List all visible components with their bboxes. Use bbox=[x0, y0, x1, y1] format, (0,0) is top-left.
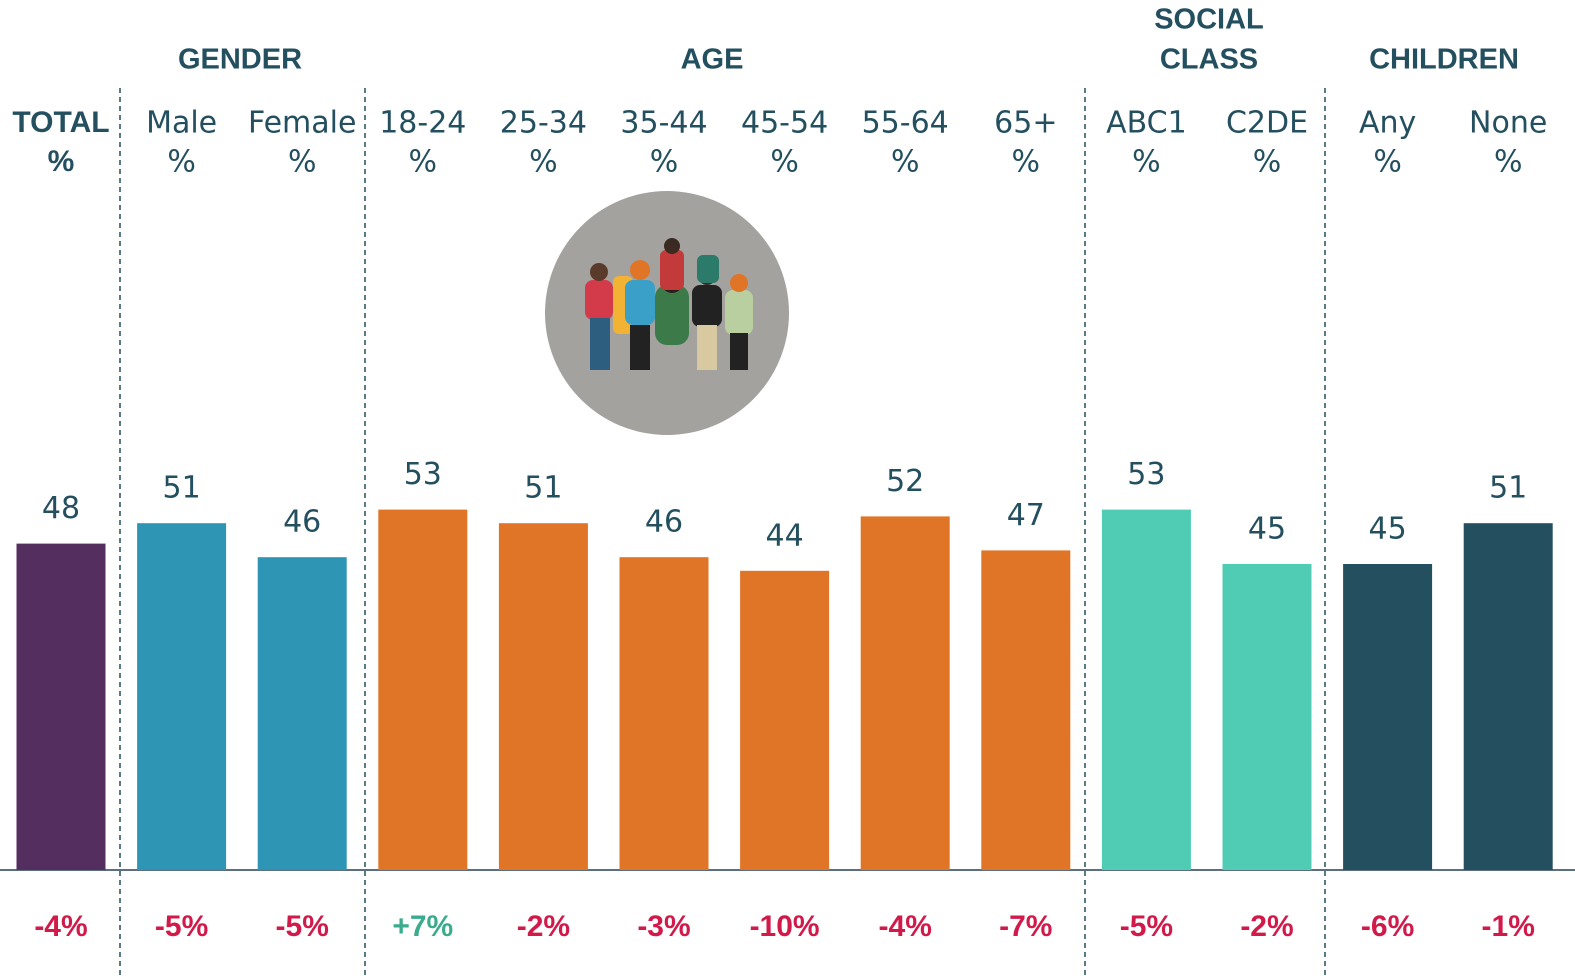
bar bbox=[740, 570, 830, 870]
change-label: -4% bbox=[879, 910, 932, 943]
category-label: C2DE bbox=[1226, 106, 1308, 141]
bar bbox=[498, 523, 588, 870]
dividers bbox=[119, 88, 1326, 976]
category-label: % bbox=[1132, 145, 1161, 180]
value-label: 51 bbox=[524, 471, 562, 506]
category-label: % bbox=[650, 145, 679, 180]
change-label: -2% bbox=[517, 910, 570, 943]
person bbox=[630, 260, 650, 280]
change-label: -5% bbox=[1120, 910, 1173, 943]
category-label: 55-64 bbox=[862, 106, 949, 141]
value-label: 53 bbox=[404, 457, 442, 492]
category-label: % bbox=[167, 145, 196, 180]
value-label: 47 bbox=[1007, 498, 1045, 533]
people-illustration bbox=[545, 191, 789, 435]
group-header: CLASS bbox=[1160, 44, 1258, 76]
group-header: GENDER bbox=[178, 44, 302, 76]
bar bbox=[1222, 564, 1312, 870]
person bbox=[630, 325, 650, 370]
value-label: 46 bbox=[645, 505, 683, 540]
person bbox=[655, 285, 689, 345]
category-label: % bbox=[409, 145, 438, 180]
bar bbox=[619, 557, 709, 870]
change-label: -5% bbox=[155, 910, 208, 943]
category-label: 35-44 bbox=[620, 106, 707, 141]
category-label: % bbox=[48, 145, 75, 178]
category-label: ABC1 bbox=[1106, 106, 1187, 141]
category-label: Any bbox=[1359, 106, 1416, 141]
category-label: Female bbox=[248, 106, 356, 141]
category-label: 25-34 bbox=[500, 106, 587, 141]
category-label: 45-54 bbox=[741, 106, 828, 141]
value-label: 52 bbox=[886, 464, 924, 499]
person bbox=[664, 238, 680, 254]
value-label: 46 bbox=[283, 505, 321, 540]
value-label: 53 bbox=[1127, 457, 1165, 492]
person bbox=[660, 250, 684, 290]
person bbox=[692, 285, 722, 327]
category-label: 65+ bbox=[994, 106, 1057, 141]
person bbox=[730, 333, 748, 370]
person bbox=[697, 325, 717, 370]
value-label: 51 bbox=[163, 471, 201, 506]
value-label: 48 bbox=[42, 491, 80, 526]
person bbox=[730, 274, 748, 292]
change-label: +7% bbox=[392, 910, 453, 943]
value-label: 51 bbox=[1489, 471, 1527, 506]
change-label: -1% bbox=[1482, 910, 1535, 943]
category-label: % bbox=[1253, 145, 1282, 180]
bar bbox=[16, 543, 106, 870]
category-label: % bbox=[1373, 145, 1402, 180]
bar bbox=[1343, 564, 1433, 870]
change-label: -5% bbox=[276, 910, 329, 943]
change-label: -3% bbox=[637, 910, 690, 943]
category-label: 18-24 bbox=[379, 106, 466, 141]
category-label: % bbox=[288, 145, 317, 180]
group-header: SOCIAL bbox=[1154, 4, 1264, 36]
category-label: % bbox=[1012, 145, 1041, 180]
change-label: -10% bbox=[750, 910, 820, 943]
person bbox=[590, 263, 608, 281]
change-label: -6% bbox=[1361, 910, 1414, 943]
category-label: TOTAL bbox=[12, 106, 109, 139]
category-label: None bbox=[1469, 106, 1547, 141]
bar bbox=[378, 509, 468, 870]
bar bbox=[981, 550, 1071, 870]
change-label: -4% bbox=[34, 910, 87, 943]
category-label: Male bbox=[146, 106, 217, 141]
person bbox=[585, 280, 613, 320]
person bbox=[725, 290, 753, 335]
person bbox=[697, 255, 719, 283]
person bbox=[590, 318, 610, 370]
value-label: 44 bbox=[766, 518, 804, 553]
group-header: CHILDREN bbox=[1369, 44, 1519, 76]
value-label: 45 bbox=[1369, 512, 1407, 547]
group-header: AGE bbox=[681, 44, 744, 76]
category-label: % bbox=[529, 145, 558, 180]
bar bbox=[257, 557, 347, 870]
change-label: -2% bbox=[1240, 910, 1293, 943]
category-label: % bbox=[891, 145, 920, 180]
bar bbox=[860, 516, 950, 870]
bar bbox=[1463, 523, 1553, 870]
bar bbox=[1101, 509, 1191, 870]
bar bbox=[137, 523, 227, 870]
category-label: % bbox=[1494, 145, 1523, 180]
category-label: % bbox=[770, 145, 799, 180]
person bbox=[625, 280, 655, 325]
change-label: -7% bbox=[999, 910, 1052, 943]
value-label: 45 bbox=[1248, 512, 1286, 547]
